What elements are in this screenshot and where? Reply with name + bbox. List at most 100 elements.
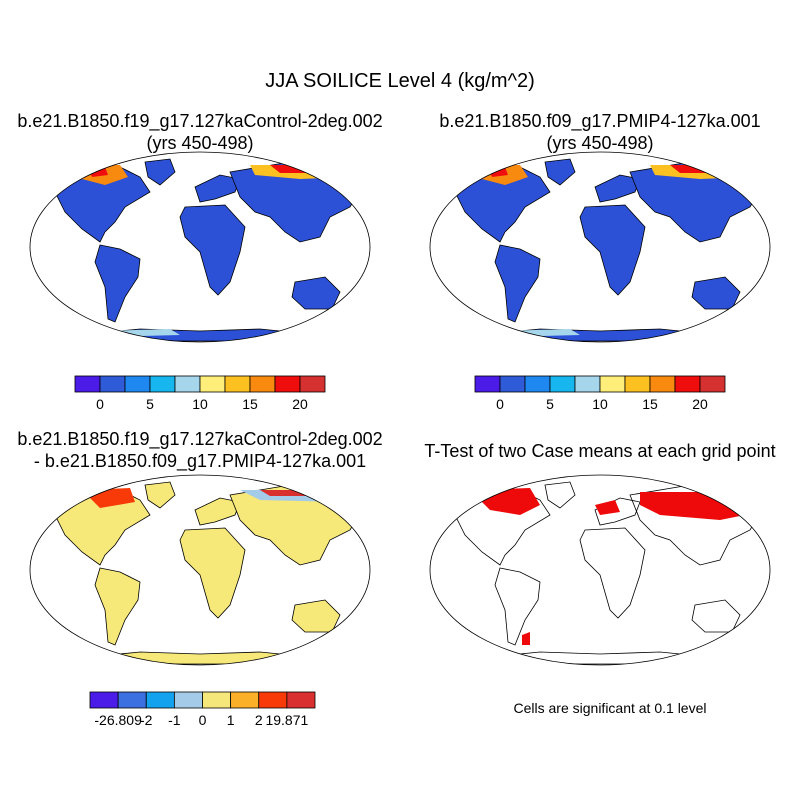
colorbar-box (274, 375, 301, 393)
map-panel-case2 (429, 151, 771, 343)
ice-patch (670, 165, 740, 173)
colorbar-box (202, 691, 232, 709)
colorbar-label: 19.871 (265, 712, 308, 728)
colorbar-box (173, 691, 203, 709)
significant-cells (640, 492, 760, 520)
landmass-europe (594, 497, 641, 526)
colorbar-label: 5 (146, 396, 154, 412)
colorbar-diff: -26.809-2 -1 0 1 2 19.871 (89, 691, 316, 728)
panel-title-case2: b.e21.B1850.f09_g17.PMIP4-127ka.001 (yrs… (400, 110, 800, 154)
colorbar-label: 20 (292, 396, 308, 412)
globe-outline (29, 151, 371, 343)
colorbar-case1: 0 5 10 15 20 (74, 375, 326, 412)
landmass-antarctica (479, 328, 721, 342)
colorbar-box (249, 375, 276, 393)
panel-title-diff: b.e21.B1850.f19_g17.127kaControl-2deg.00… (0, 428, 400, 472)
landmass-greenland (544, 481, 576, 509)
panel-title-line2: (yrs 450-498) (546, 133, 654, 153)
colorbar-box (299, 375, 326, 393)
colorbar-box (674, 375, 701, 393)
landmass-southAmerica (94, 244, 141, 323)
colorbar-box (99, 375, 126, 393)
landmass-europe (594, 174, 641, 203)
landmass-australia (291, 276, 341, 310)
landmass-greenland (144, 481, 176, 509)
panel-title-line1: T-Test of two Case means at each grid po… (424, 441, 776, 461)
landmass-australia (691, 599, 741, 633)
landmass-southAmerica (94, 567, 141, 646)
colorbar-box (199, 375, 226, 393)
colorbar-box (286, 691, 316, 709)
significant-cells (522, 632, 530, 645)
figure-title: JJA SOILICE Level 4 (kg/m^2) (265, 70, 535, 92)
landmass-greenland (544, 158, 576, 186)
panel-title-line1: b.e21.B1850.f09_g17.PMIP4-127ka.001 (439, 111, 761, 131)
colorbar-box (145, 691, 175, 709)
landmass-africa (579, 204, 646, 296)
landmass-australia (291, 599, 341, 633)
landmass-antarctica (79, 651, 321, 665)
landmass-australia (691, 276, 741, 310)
colorbar-box (117, 691, 147, 709)
colorbar-box (699, 375, 726, 393)
colorbar-box (224, 375, 251, 393)
colorbar-label: 2 (255, 712, 263, 728)
panel-title-line1: b.e21.B1850.f19_g17.127kaControl-2deg.00… (17, 111, 383, 131)
colorbar-box (499, 375, 526, 393)
colorbar-box (524, 375, 551, 393)
colorbar-label: 5 (546, 396, 554, 412)
landmass-europe (194, 497, 241, 526)
colorbar-box (124, 375, 151, 393)
landmass-antarctica (479, 651, 721, 665)
ice-patch (270, 165, 340, 173)
map-panel-diff (29, 474, 371, 666)
colorbar-box (149, 375, 176, 393)
colorbar-label: 10 (192, 396, 208, 412)
landmass-africa (179, 527, 246, 619)
landmass-africa (179, 204, 246, 296)
colorbar-label: 0 (496, 396, 504, 412)
panel-title-line2: (yrs 450-498) (146, 133, 254, 153)
landmass-southAmerica (494, 567, 541, 646)
landmass-southAmerica (494, 244, 541, 323)
panel-title-line2: - b.e21.B1850.f09_g17.PMIP4-127ka.001 (33, 451, 367, 471)
colorbar-label: 10 (592, 396, 608, 412)
colorbar-label: 20 (692, 396, 708, 412)
map-panel-case1 (29, 151, 371, 343)
globe-outline (429, 151, 771, 343)
panel-title-ttest: T-Test of two Case means at each grid po… (400, 440, 800, 462)
colorbar-box (549, 375, 576, 393)
colorbar-label: -26.809 (94, 712, 142, 728)
globe-outline (29, 474, 371, 666)
colorbar-box (258, 691, 288, 709)
colorbar-label: -1 (168, 712, 181, 728)
colorbar-label: 0 (96, 396, 104, 412)
colorbar-box (89, 691, 119, 709)
colorbar-box (574, 375, 601, 393)
colorbar-box (174, 375, 201, 393)
colorbar-box (230, 691, 260, 709)
significant-cells (470, 488, 540, 515)
landmass-greenland (144, 158, 176, 186)
globe-outline (429, 474, 771, 666)
colorbar-label: -2 (140, 712, 153, 728)
significance-note: Cells are significant at 0.1 level (513, 700, 707, 716)
diff-patch (260, 490, 320, 496)
colorbar-label: 15 (642, 396, 658, 412)
landmass-africa (579, 527, 646, 619)
panel-title-case1: b.e21.B1850.f19_g17.127kaControl-2deg.00… (0, 110, 400, 154)
colorbar-label: 15 (242, 396, 258, 412)
significant-cells (595, 500, 620, 515)
landmass-antarctica (79, 328, 321, 342)
colorbar-box (624, 375, 651, 393)
map-panels (29, 151, 771, 666)
panel-title-line1: b.e21.B1850.f19_g17.127kaControl-2deg.00… (17, 429, 383, 449)
colorbar-box (649, 375, 676, 393)
colorbar-box (74, 375, 101, 393)
colorbar-case2: 0 5 10 15 20 (474, 375, 726, 412)
map-panel-ttest (429, 474, 771, 666)
landmass-europe (194, 174, 241, 203)
colorbar-label: 0 (199, 712, 207, 728)
colorbar-label: 1 (227, 712, 235, 728)
